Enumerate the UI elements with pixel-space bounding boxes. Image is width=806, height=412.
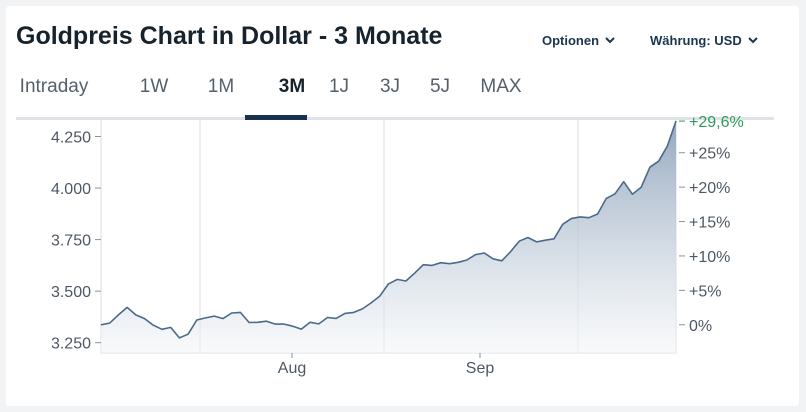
- right-tick-label: +10%: [689, 249, 730, 266]
- tab-intraday[interactable]: Intraday: [19, 76, 89, 97]
- right-tick-label: +5%: [689, 283, 721, 300]
- x-axis: Aug Sep: [278, 353, 495, 377]
- y-axis: 3.250 3.500 3.750 4.000 4.250: [51, 129, 101, 353]
- tab-1m[interactable]: 1M: [207, 76, 235, 97]
- y-tick-label: 4.250: [51, 129, 91, 146]
- tab-1j[interactable]: 1J: [328, 76, 350, 97]
- options-label: Optionen: [542, 33, 600, 48]
- tab-5j[interactable]: 5J: [429, 76, 451, 97]
- right-tick-label: +15%: [689, 215, 730, 232]
- active-tab-indicator: [245, 115, 307, 120]
- x-tick-label: Aug: [278, 360, 306, 377]
- tab-3j[interactable]: 3J: [379, 76, 401, 97]
- currency-dropdown[interactable]: Währung: USD: [650, 32, 758, 48]
- page-title: Goldpreis Chart in Dollar - 3 Monate: [16, 22, 443, 50]
- tab-max[interactable]: MAX: [480, 76, 522, 97]
- right-axis: 0% +5% +10% +15% +20% +25% +29,6%: [679, 114, 744, 335]
- options-dropdown[interactable]: Optionen: [542, 32, 615, 48]
- y-tick-label: 3.750: [51, 233, 91, 250]
- tab-3m[interactable]: 3M: [278, 76, 306, 97]
- tab-divider: [16, 117, 774, 120]
- currency-label: Währung: USD: [650, 33, 742, 48]
- y-tick-label: 3.500: [51, 284, 91, 301]
- current-change-label: +29,6%: [689, 114, 744, 131]
- period-tabs: Intraday 1W 1M 3M 1J 3J 5J MAX: [16, 72, 774, 118]
- y-tick-label: 3.250: [51, 336, 91, 353]
- y-tick-label: 4.000: [51, 181, 91, 198]
- right-tick-label: +25%: [689, 146, 730, 163]
- chevron-down-icon: [748, 32, 758, 47]
- chevron-down-icon: [605, 32, 615, 47]
- tab-1w[interactable]: 1W: [139, 76, 169, 97]
- x-tick-label: Sep: [466, 360, 495, 377]
- price-line: [100, 120, 677, 339]
- right-tick-label: +20%: [689, 180, 730, 197]
- price-area: [101, 121, 676, 353]
- right-tick-label: 0%: [689, 318, 712, 335]
